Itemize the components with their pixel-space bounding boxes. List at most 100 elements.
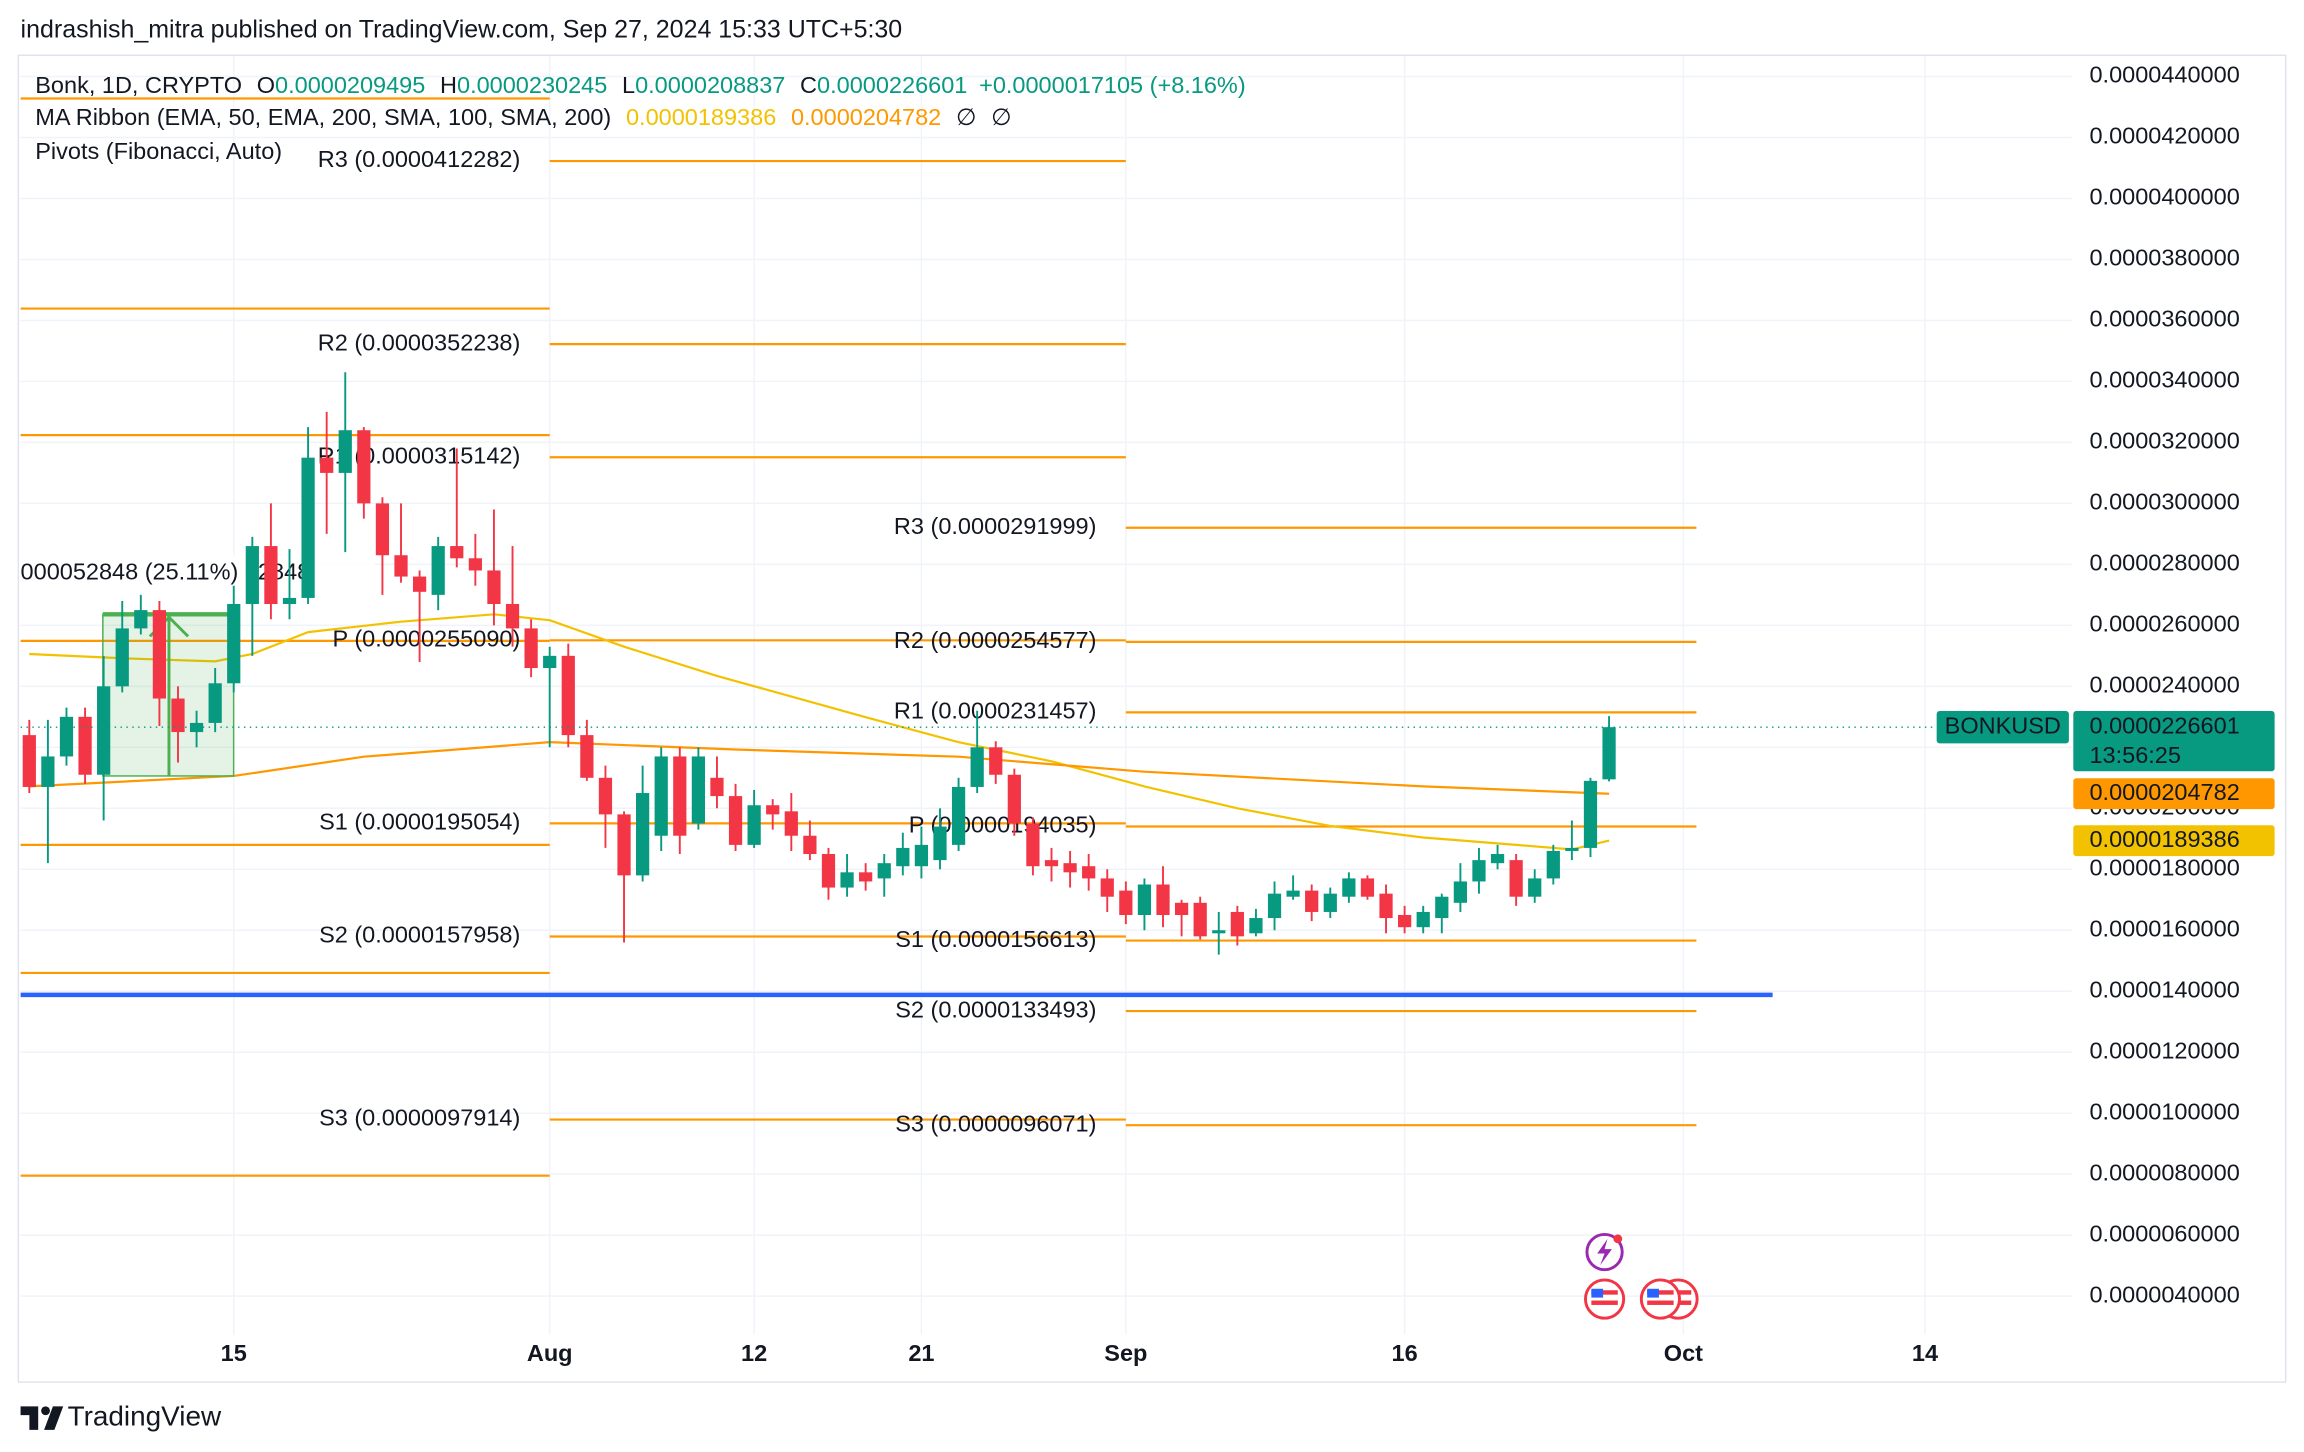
candle-body xyxy=(320,457,334,473)
pivot-label: R3 (0.0000291999) xyxy=(894,513,1097,539)
candle-body xyxy=(1342,878,1356,897)
candle-body xyxy=(152,610,167,699)
candle-body xyxy=(227,604,241,684)
legend-line: MA Ribbon (EMA, 50, EMA, 200, SMA, 100, … xyxy=(35,104,1011,130)
countdown: 13:56:25 xyxy=(2089,742,2180,768)
candle-body xyxy=(1360,878,1375,897)
candle-body xyxy=(1323,893,1337,912)
y-tick-label: 0.0000380000 xyxy=(2089,245,2239,271)
candle-body xyxy=(189,722,204,733)
candle-body xyxy=(1063,863,1077,873)
logo-mark xyxy=(20,1406,64,1430)
candle-body xyxy=(450,546,464,559)
ma-badge xyxy=(2073,825,2275,857)
candle-body xyxy=(505,604,520,629)
ma-line xyxy=(29,613,1610,851)
candle-body xyxy=(1583,780,1598,848)
legend-text: MA Ribbon (EMA, 50, EMA, 200, SMA, 100, … xyxy=(35,104,611,130)
y-tick-label: 0.0000280000 xyxy=(2089,550,2239,576)
x-tick-label: Aug xyxy=(527,1340,573,1366)
flag-icon[interactable] xyxy=(1639,1278,1681,1320)
legend-text: 0.0000208837 xyxy=(635,72,785,98)
legend-text: C xyxy=(800,72,817,98)
candle-body xyxy=(1416,911,1430,928)
pivot-label: P (0.0000255090) xyxy=(333,626,521,652)
price-badge xyxy=(2073,711,2275,772)
candle-body xyxy=(412,576,427,592)
pivot-label: S3 (0.0000096071) xyxy=(895,1110,1096,1136)
candle-body xyxy=(1546,850,1560,879)
candle-body xyxy=(524,628,538,669)
x-tick-label: 15 xyxy=(221,1340,247,1366)
x-tick-label: Oct xyxy=(1664,1340,1703,1366)
candle-body xyxy=(933,826,947,861)
y-tick-label: 0.0000060000 xyxy=(2089,1220,2239,1246)
candle-body xyxy=(1007,774,1021,824)
pivot-label: R2 (0.0000352238) xyxy=(318,329,521,355)
candle-body xyxy=(821,854,836,888)
legend-text: 0.0000189386 xyxy=(626,104,776,130)
lightning xyxy=(1597,1238,1612,1266)
candle-body xyxy=(1026,823,1040,867)
candle-body xyxy=(803,835,817,855)
candle-body xyxy=(1082,866,1096,879)
legend-line: Bonk, 1D, CRYPTO O0.0000209495 H0.00002302… xyxy=(35,72,1245,98)
ma-badge-label: 0.0000189386 xyxy=(2089,826,2239,852)
candle-body xyxy=(41,756,55,787)
y-tick-label: 0.0000080000 xyxy=(2089,1159,2239,1185)
candle-body xyxy=(580,735,594,778)
candle-body xyxy=(394,555,408,577)
legend-text: O xyxy=(257,72,275,98)
candle-body xyxy=(487,570,501,605)
legend-text: ∅ xyxy=(956,104,976,130)
candle-body xyxy=(914,844,929,867)
y-tick-label: 0.0000240000 xyxy=(2089,672,2239,698)
legend: Bonk, 1D, CRYPTO O0.0000209495 H0.00002302… xyxy=(35,72,1245,164)
logo-dot xyxy=(41,1406,50,1416)
candle-body xyxy=(1230,911,1244,937)
ticker-label: BONKUSD xyxy=(1945,712,2061,738)
candle-body xyxy=(1528,878,1542,897)
candle-body xyxy=(710,777,724,797)
candle-body xyxy=(840,872,854,888)
candle-body xyxy=(951,786,966,845)
x-tick-label: 12 xyxy=(741,1340,767,1366)
candle-body xyxy=(78,716,92,775)
candle-body xyxy=(301,457,315,598)
candle-body xyxy=(543,655,557,669)
flag-icon[interactable] xyxy=(1584,1278,1626,1320)
candle-body xyxy=(691,756,705,824)
legend-text: +0.0000017105 (+8.16%) xyxy=(979,72,1246,98)
candle-body xyxy=(1453,881,1467,903)
candle-body xyxy=(766,805,780,815)
candle-body xyxy=(747,805,761,845)
candle-body xyxy=(784,811,798,836)
ma-badge xyxy=(2073,778,2275,810)
ma-badge-label: 0.0000204782 xyxy=(2089,779,2239,805)
candle-body xyxy=(989,747,1003,775)
candle-body xyxy=(859,872,873,882)
candle-body xyxy=(1435,896,1449,919)
y-tick-label: 0.0000400000 xyxy=(2089,184,2239,210)
event-icons xyxy=(1584,1232,1699,1320)
candle-body xyxy=(245,546,259,605)
x-tick-label: 21 xyxy=(908,1340,934,1366)
axes: 0.0000040000 0.0000060000 0.0000080000 0.00… xyxy=(221,62,2275,1366)
candle-body xyxy=(1565,847,1579,851)
candle-body xyxy=(728,796,743,845)
brand: TradingView xyxy=(68,1400,222,1431)
legend-text: 0.0000209495 xyxy=(275,72,425,98)
y-tick-label: 0.0000320000 xyxy=(2089,428,2239,454)
candle-body xyxy=(617,814,631,876)
candle-body xyxy=(357,430,371,504)
plot-area: R3 (0.0000412282) R2 (0.0000352238) R1 (0.… xyxy=(20,97,1937,1177)
legend-text: 0.0000226601 xyxy=(817,72,967,98)
candle-body xyxy=(1100,878,1114,897)
y-tick-label: 0.0000440000 xyxy=(2089,62,2239,88)
pivot-label: S1 (0.0000156613) xyxy=(895,926,1096,952)
y-tick-label: 0.0000180000 xyxy=(2089,854,2239,880)
measure-label-bg xyxy=(20,555,375,591)
legend-text: ∅ xyxy=(991,104,1011,130)
candle-body xyxy=(208,683,222,723)
